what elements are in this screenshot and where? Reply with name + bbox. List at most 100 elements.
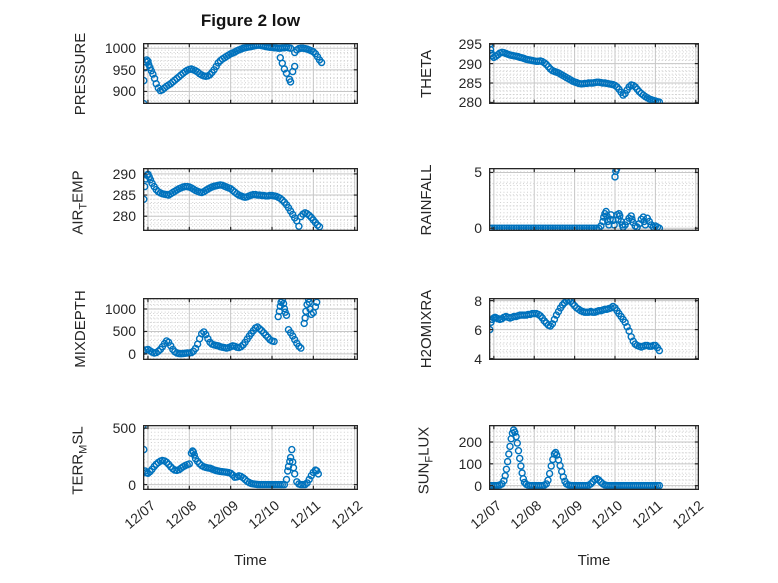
- data-point: [580, 224, 588, 231]
- y-axis-label-mixdepth: MIXDEPTH: [72, 290, 89, 368]
- axes-frame: [143, 168, 358, 231]
- data-point: [517, 224, 525, 231]
- data-point: [539, 224, 547, 231]
- data-point: [167, 342, 175, 350]
- data-point: [503, 224, 511, 231]
- data-point: [190, 451, 198, 459]
- data-point: [559, 473, 568, 481]
- y-tick-label-h2omixra: 4: [474, 350, 482, 367]
- data-point: [282, 475, 291, 484]
- axes-frame: [489, 168, 699, 231]
- data-point: [515, 224, 523, 231]
- y-tick-label-sunflux: 100: [458, 455, 482, 472]
- axes-frame: [143, 425, 358, 490]
- data-point: [226, 469, 235, 477]
- data-point: [202, 330, 210, 339]
- y-tick-label-pressure: 900: [112, 83, 136, 100]
- data-point: [610, 221, 618, 229]
- data-point: [185, 460, 193, 468]
- data-point: [305, 298, 313, 307]
- y-tick-label-terrmsl: 0: [128, 476, 136, 493]
- data-point: [149, 70, 157, 78]
- x-axis-title: Time: [577, 552, 611, 569]
- y-tick-label-theta: 295: [458, 36, 482, 53]
- data-point: [558, 224, 567, 231]
- data-point: [529, 224, 538, 231]
- data-point: [544, 224, 552, 231]
- y-tick-label-airtemp: 280: [112, 208, 136, 225]
- data-point: [290, 335, 299, 344]
- data-point: [655, 98, 664, 104]
- data-point: [288, 332, 297, 340]
- data-point: [313, 221, 322, 229]
- data-point: [282, 311, 291, 319]
- data-point: [552, 311, 561, 319]
- data-point: [554, 307, 563, 316]
- data-point: [276, 194, 285, 203]
- subplot-h2omixra: [489, 298, 699, 360]
- data-point: [309, 47, 318, 56]
- data-point: [545, 469, 554, 478]
- data-point: [305, 475, 313, 484]
- data-point: [505, 450, 513, 458]
- data-point: [517, 462, 525, 470]
- subplot-terrmsl: [143, 425, 358, 490]
- data-point: [239, 474, 247, 482]
- y-tick-label-h2omixra: 6: [474, 321, 482, 338]
- data-point: [655, 481, 664, 490]
- data-point: [554, 224, 562, 231]
- data-point: [547, 462, 555, 470]
- data-point: [301, 314, 309, 322]
- data-point: [590, 224, 598, 231]
- data-point: [519, 475, 527, 483]
- y-tick-label-rainfall: 5: [474, 164, 482, 181]
- y-tick-label-terrmsl: 500: [112, 420, 136, 437]
- data-point: [513, 439, 521, 447]
- subplot-pressure: [143, 43, 358, 104]
- data-point: [628, 215, 636, 223]
- subplot-theta: [489, 43, 699, 104]
- y-axis-label-rainfall: RAINFALL: [418, 164, 435, 235]
- data-point: [561, 224, 569, 231]
- data-point: [301, 480, 309, 489]
- data-point: [288, 445, 296, 454]
- data-point: [520, 224, 528, 231]
- y-axis-label-sunflux: SUNFLUX: [415, 426, 436, 494]
- data-point: [544, 476, 552, 484]
- y-tick-label-rainfall: 0: [474, 220, 482, 237]
- data-point: [503, 457, 512, 466]
- data-point: [585, 224, 593, 231]
- data-point: [537, 224, 545, 231]
- data-point: [295, 342, 303, 350]
- data-points-sunflux: [489, 426, 664, 490]
- y-tick-label-pressure: 1000: [104, 40, 136, 57]
- data-point: [311, 303, 320, 311]
- y-tick-label-mixdepth: 1000: [104, 301, 136, 317]
- y-tick-label-mixdepth: 0: [128, 345, 136, 362]
- data-point: [524, 224, 533, 231]
- subplot-rainfall: [489, 168, 699, 231]
- data-point: [595, 476, 603, 484]
- data-point: [599, 217, 607, 226]
- data-point: [550, 315, 559, 324]
- data-points-theta: [489, 43, 664, 104]
- data-point: [532, 224, 540, 231]
- y-tick-label-theta: 290: [458, 55, 482, 72]
- data-point: [295, 222, 303, 230]
- data-point: [516, 454, 524, 463]
- data-points-terrmsl: [143, 425, 323, 489]
- data-point: [312, 298, 321, 307]
- subplot-sunflux: [489, 425, 699, 490]
- y-axis-label-h2omixra: H2OMIXRA: [418, 289, 435, 369]
- data-point: [283, 467, 292, 475]
- x-axis-title: Time: [234, 552, 267, 569]
- y-tick-label-theta: 280: [458, 94, 482, 111]
- data-point: [575, 224, 584, 231]
- data-points-pressure: [143, 43, 326, 104]
- y-tick-label-pressure: 950: [112, 61, 136, 78]
- data-point: [162, 458, 171, 466]
- data-point: [551, 224, 559, 231]
- data-point: [583, 224, 591, 231]
- data-point: [305, 211, 313, 220]
